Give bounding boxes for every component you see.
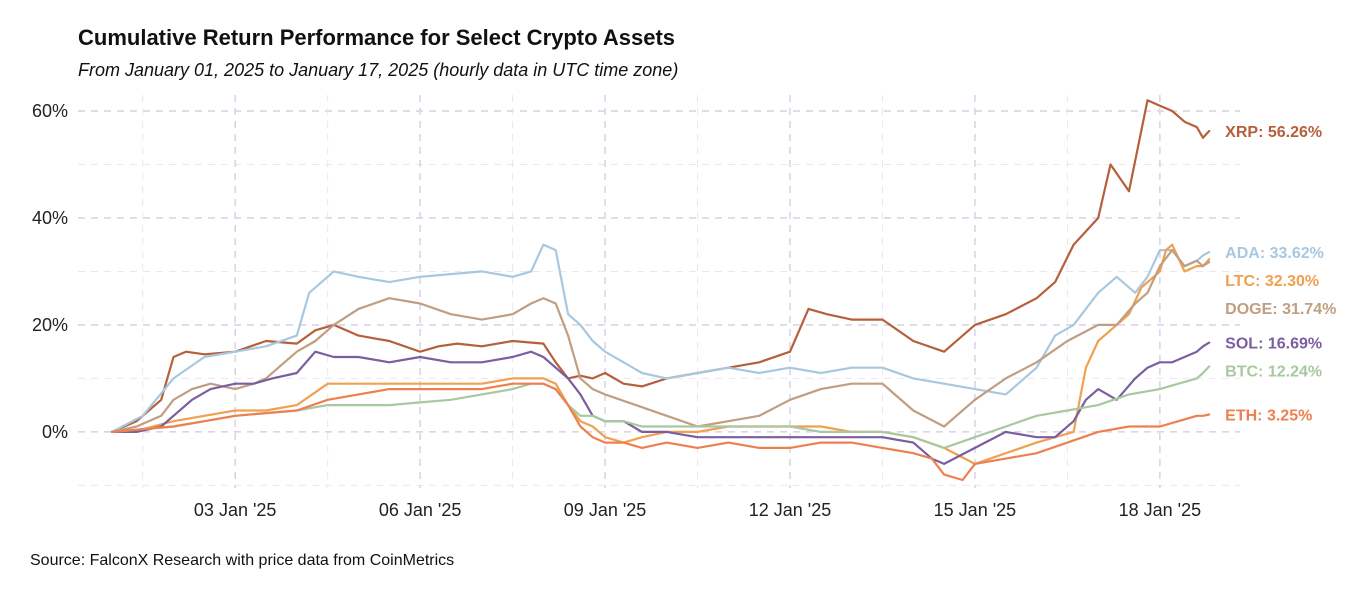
series-line-ada [110,243,1211,433]
chart-subtitle: From January 01, 2025 to January 17, 202… [78,60,679,80]
end-label-doge: DOGE: 31.74% [1225,301,1336,318]
series-line-sol [110,341,1211,465]
x-tick-label: 09 Jan '25 [564,500,647,520]
end-label-sol: SOL: 16.69% [1225,336,1322,353]
y-tick-label: 40% [32,208,68,228]
end-label-eth: ETH: 3.25% [1225,407,1312,424]
series-lines [110,99,1211,482]
series-end-labels: XRP: 56.26% ADA: 33.62% LTC: 32.30% DOGE: 3… [1225,124,1336,424]
series-line-doge [110,249,1211,433]
y-tick-label: 60% [32,101,68,121]
x-tick-label: 03 Jan '25 [194,500,277,520]
y-tick-label: 20% [32,315,68,335]
end-label-xrp: XRP: 56.26% [1225,124,1322,141]
series-line-btc [110,365,1211,449]
chart-title: Cumulative Return Performance for Select… [78,25,676,50]
y-tick-label: 0% [42,422,68,442]
series-line-xrp [110,99,1211,433]
end-label-ada: ADA: 33.62% [1225,245,1324,262]
x-tick-label: 06 Jan '25 [379,500,462,520]
x-tick-label: 15 Jan '25 [934,500,1017,520]
axis-ticks: 0% 20% 40% 60% 03 Jan '25 06 Jan '25 09 Jan '2… [32,101,1201,520]
end-label-ltc: LTC: 32.30% [1225,273,1319,290]
series-line-ltc [110,243,1211,465]
source-note: Source: FalconX Research with price data… [30,552,455,569]
series-line-eth [110,382,1211,482]
grid-lines [78,95,1240,488]
x-tick-label: 12 Jan '25 [749,500,832,520]
x-tick-label: 18 Jan '25 [1119,500,1202,520]
end-label-btc: BTC: 12.24% [1225,364,1322,381]
